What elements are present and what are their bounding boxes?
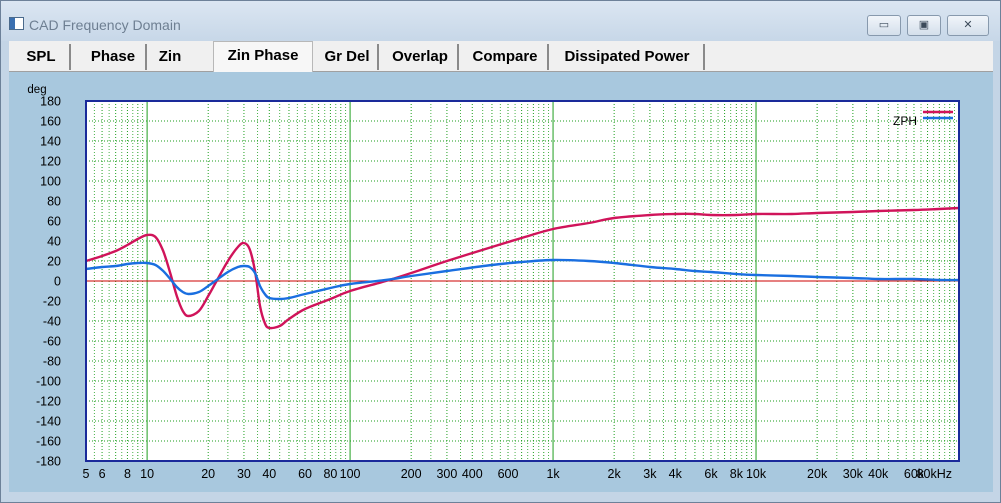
y-tick-label: 40 bbox=[47, 235, 61, 249]
legend: ZPH bbox=[893, 110, 953, 128]
x-tick-label: 40 bbox=[262, 467, 276, 481]
series-line-1 bbox=[85, 206, 960, 330]
minimize-button[interactable]: ▭ bbox=[867, 15, 901, 36]
y-tick-label: 140 bbox=[40, 135, 61, 149]
series-layer bbox=[85, 206, 960, 330]
x-tick-label: 5 bbox=[83, 467, 90, 481]
x-tick-label: 8k bbox=[730, 467, 744, 481]
window-title: CAD Frequency Domain bbox=[29, 17, 181, 33]
y-tick-labels: 180 160 140 120 100 80 60 40 20 0 -20 -40 -60 -80 -100… bbox=[36, 95, 61, 469]
x-tick-label: 300 bbox=[436, 467, 457, 481]
y-tick-label: 60 bbox=[47, 215, 61, 229]
x-tick-label: 10k bbox=[746, 467, 767, 481]
x-tick-label: 20 bbox=[201, 467, 215, 481]
tab-phase[interactable]: Phase bbox=[81, 44, 147, 70]
tab-zin[interactable]: Zin bbox=[158, 48, 182, 65]
tab-bar: SPL Phase Zin Zin Phase Gr Del Overlap C… bbox=[9, 41, 993, 72]
tab-compare[interactable]: Compare bbox=[463, 44, 549, 70]
y-tick-label: -120 bbox=[36, 395, 61, 409]
maximize-button[interactable]: ▣ bbox=[907, 15, 941, 36]
x-tick-label: 10 bbox=[140, 467, 154, 481]
x-tick-label: 100 bbox=[340, 467, 361, 481]
y-tick-label: 180 bbox=[40, 95, 61, 109]
y-tick-label: -140 bbox=[36, 415, 61, 429]
series-line-2 bbox=[85, 258, 960, 301]
x-tick-label: 80kHz bbox=[917, 467, 952, 481]
tab-overlap[interactable]: Overlap bbox=[383, 44, 459, 70]
x-tick-label: 400 bbox=[462, 467, 483, 481]
y-tick-label: -80 bbox=[43, 355, 61, 369]
legend-label: ZPH bbox=[893, 114, 917, 128]
x-tick-label: 6 bbox=[99, 467, 106, 481]
y-tick-label: -180 bbox=[36, 455, 61, 469]
x-tick-label: 80 bbox=[323, 467, 337, 481]
x-tick-label: 2k bbox=[608, 467, 622, 481]
y-tick-label: 160 bbox=[40, 115, 61, 129]
y-tick-label: -100 bbox=[36, 375, 61, 389]
x-tick-label: 1k bbox=[546, 467, 560, 481]
y-tick-label: -40 bbox=[43, 315, 61, 329]
x-tick-label: 600 bbox=[498, 467, 519, 481]
y-tick-label: 20 bbox=[47, 255, 61, 269]
plot-frame bbox=[85, 100, 960, 462]
x-tick-label: 3k bbox=[643, 467, 657, 481]
y-axis-label: deg bbox=[27, 84, 46, 96]
y-tick-label: 0 bbox=[54, 275, 61, 289]
tab-dissipated-power[interactable]: Dissipated Power bbox=[551, 44, 705, 70]
x-tick-label: 30k bbox=[843, 467, 864, 481]
close-button[interactable]: ✕ bbox=[947, 15, 989, 36]
zin-phase-chart[interactable]: 180160140120100806040200-20-40-60-80-100… bbox=[9, 72, 993, 492]
chart-panel: 180 160 140 120 100 80 60 40 20 0 -20 -40 -60 -80 -100… bbox=[9, 72, 993, 492]
tab-gr-del[interactable]: Gr Del bbox=[317, 44, 379, 70]
x-tick-label: 60k bbox=[904, 467, 925, 481]
app-window-icon bbox=[9, 17, 24, 30]
tab-zin-phase[interactable]: Zin Phase bbox=[213, 41, 313, 72]
y-tick-label: 100 bbox=[40, 175, 61, 189]
x-tick-label: 60 bbox=[298, 467, 312, 481]
tab-spl[interactable]: SPL bbox=[13, 44, 71, 70]
y-tick-label: -20 bbox=[43, 295, 61, 309]
title-bar[interactable]: CAD Frequency Domain ▭ ▣ ✕ bbox=[1, 1, 1000, 41]
y-tick-label: -60 bbox=[43, 335, 61, 349]
y-tick-label: 120 bbox=[40, 155, 61, 169]
y-tick-label: 80 bbox=[47, 195, 61, 209]
x-tick-label: 30 bbox=[237, 467, 251, 481]
x-tick-labels: 5 6 8 10 20 30 40 60 80 100 200 300 400 600 1k 2k 3k 4k 6k… bbox=[83, 467, 953, 481]
y-tick-label: -160 bbox=[36, 435, 61, 449]
x-tick-label: 8 bbox=[124, 467, 131, 481]
x-tick-label: 20k bbox=[807, 467, 828, 481]
x-tick-label: 6k bbox=[704, 467, 718, 481]
x-tick-label: 40k bbox=[868, 467, 889, 481]
x-tick-label: 4k bbox=[669, 467, 683, 481]
x-tick-label: 200 bbox=[401, 467, 422, 481]
